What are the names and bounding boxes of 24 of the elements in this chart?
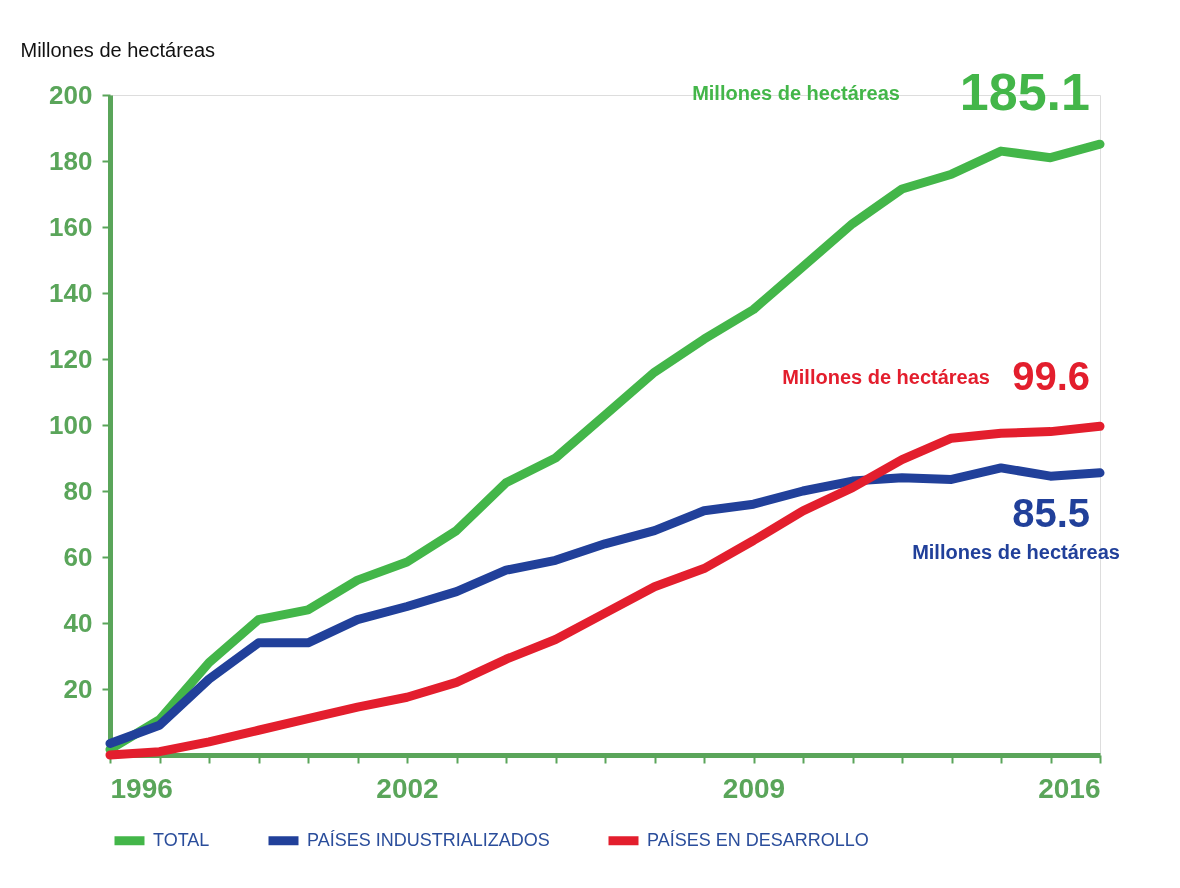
x-tick-label: 1996 (110, 772, 173, 804)
annotation: Millones de hectáreas (692, 82, 900, 105)
y-tick-label: 80 (63, 475, 93, 506)
y-tick-label: 140 (49, 277, 93, 308)
data-label: 99.6 (1012, 354, 1090, 399)
x-tick-label: 2009 (722, 772, 786, 804)
legend-label: PAÍSES INDUSTRIALIZADOS (307, 829, 550, 850)
y-tick-label: 20 (63, 673, 93, 704)
data-label: 85.5 (1012, 490, 1090, 535)
x-tick-label: 2002 (376, 772, 439, 804)
data-label: 185.1 (959, 63, 1090, 122)
y-tick-label: 120 (49, 343, 93, 374)
x-tick-label: 2016 (1038, 772, 1101, 804)
y-tick-label: 180 (49, 145, 93, 176)
y-tick-label: 60 (63, 541, 93, 572)
y-axis-title: Millones de hectáreas (20, 38, 216, 61)
annotation: Millones de hectáreas (912, 540, 1120, 563)
y-tick-label: 160 (49, 211, 93, 242)
y-tick-label: 40 (63, 607, 93, 638)
y-tick-label: 100 (49, 409, 93, 440)
annotation: Millones de hectáreas (782, 366, 990, 389)
y-tick-label: 200 (49, 79, 93, 110)
legend-label: PAÍSES EN DESARROLLO (647, 829, 869, 850)
legend-label: TOTAL (153, 829, 210, 850)
